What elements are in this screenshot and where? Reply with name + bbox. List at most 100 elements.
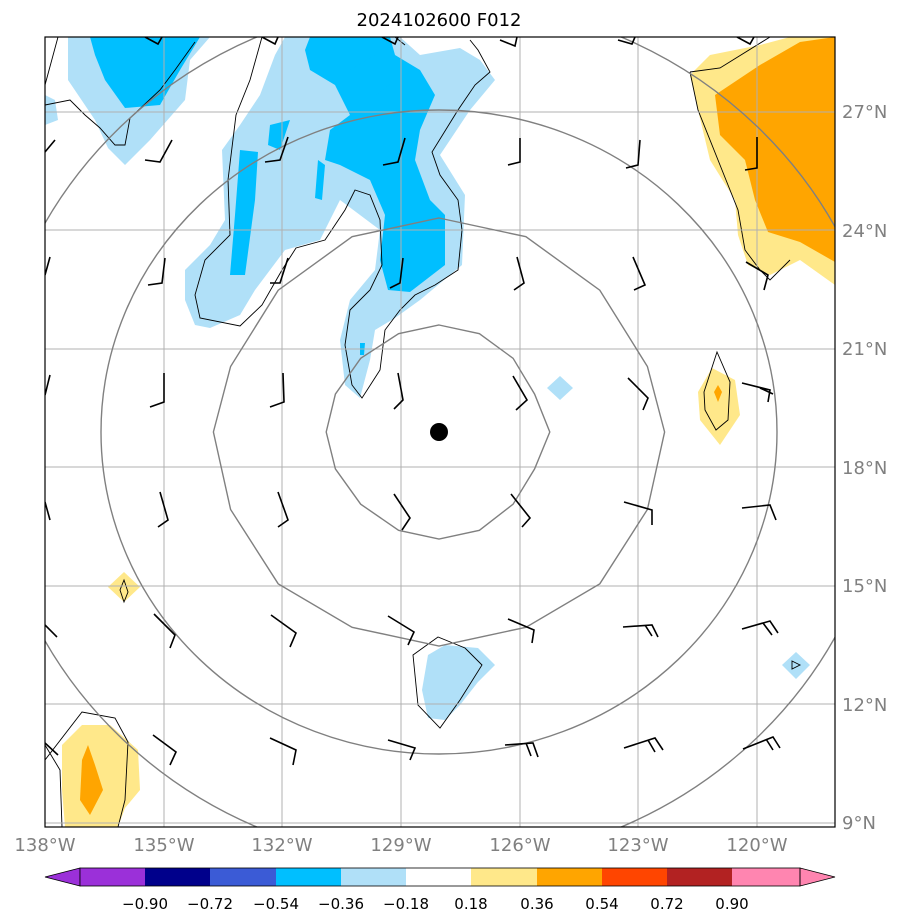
wind-barb [144, 139, 173, 163]
lat-label: 12°N [842, 695, 887, 716]
wind-barb [512, 375, 529, 411]
wind-barb [741, 504, 777, 521]
wind-barb [270, 614, 297, 648]
range-rings [45, 37, 835, 827]
wind-barb [387, 615, 416, 646]
colorbar-tick-label: −0.54 [253, 895, 299, 913]
positive-anomaly-light [108, 572, 140, 602]
wind-barb [147, 257, 166, 286]
wind-barb [269, 737, 297, 766]
range-ring-3 [100, 109, 778, 755]
range-ring-1 [325, 324, 551, 540]
wind-barb [741, 382, 774, 403]
wind-barb [393, 372, 404, 410]
wind-barb [622, 624, 659, 638]
wind-barb [623, 737, 664, 753]
colorbar-swatch [537, 868, 603, 886]
lon-label: 120°W [726, 835, 787, 856]
wind-barb [744, 137, 758, 171]
negative-anomaly-strong [350, 55, 395, 100]
colorbar-tick-label: −0.90 [122, 895, 168, 913]
wind-barb [741, 620, 779, 636]
lon-label: 129°W [370, 835, 431, 856]
wind-barb [627, 377, 649, 411]
colorbar-extend-low [44, 867, 81, 887]
lon-label: 126°W [489, 835, 550, 856]
wind-barb [625, 139, 641, 169]
wind-barb [149, 373, 165, 408]
wind-barb [507, 138, 521, 166]
colorbar-tick-label: −0.18 [383, 895, 429, 913]
negative-anomaly-strong [268, 120, 290, 150]
lon-axis-labels: 138°W 135°W 132°W 129°W 126°W 123°W 120°… [14, 835, 787, 856]
colorbar-tick-label: −0.72 [187, 895, 233, 913]
wind-barb [513, 256, 525, 291]
wind-barb [382, 137, 406, 166]
wind-barb [617, 37, 636, 45]
wind-barb [153, 613, 176, 649]
colorbar-swatch [341, 868, 407, 886]
lat-label: 21°N [842, 339, 887, 360]
positive-anomaly-strong [80, 745, 103, 815]
wind-barb [507, 618, 535, 644]
colorbar-swatch [80, 868, 146, 886]
wind-barb [144, 37, 163, 46]
lat-axis-labels: 9°N 12°N 15°N 18°N 21°N 24°N 27°N [842, 102, 887, 834]
colorbar [44, 867, 836, 887]
wind-barbs [45, 37, 781, 766]
positive-anomaly-strong [715, 37, 835, 262]
wind-barb [393, 493, 411, 531]
wind-barb [745, 261, 769, 291]
colorbar-swatch [145, 868, 211, 886]
wind-barb [45, 742, 59, 756]
wind-barb [736, 37, 755, 46]
negative-anomaly-strong [315, 160, 325, 200]
wind-barb [152, 734, 177, 766]
colorbar-swatch [210, 868, 276, 886]
range-ring-2 [212, 217, 666, 647]
colorbar-extend-high [799, 867, 836, 887]
wind-barb [264, 136, 289, 163]
wind-barb [157, 491, 169, 528]
colorbar-swatch [471, 868, 537, 886]
wind-barb [45, 139, 56, 153]
colorbar-labels: −0.90 −0.72 −0.54 −0.36 −0.18 0.18 0.36 … [122, 895, 749, 913]
lon-label: 123°W [607, 835, 668, 856]
wind-barb [510, 493, 532, 528]
wind-barb [504, 742, 539, 758]
wind-barb [45, 624, 58, 638]
negative-anomaly-light [422, 645, 495, 720]
plot-frame [44, 36, 836, 828]
lon-label: 138°W [14, 835, 75, 856]
storm-center-marker [430, 423, 448, 441]
shaded-field [45, 37, 835, 827]
wind-barb [269, 372, 285, 408]
wind-barb [389, 257, 404, 289]
colorbar-swatch [667, 868, 733, 886]
lon-label: 135°W [133, 835, 194, 856]
lat-label: 9°N [842, 813, 876, 834]
negative-anomaly-strong [230, 150, 258, 275]
negative-anomaly-light [782, 652, 810, 679]
lat-label: 24°N [842, 221, 887, 242]
colorbar-tick-label: 0.72 [650, 895, 683, 913]
wind-barb [499, 37, 518, 48]
wind-barb [45, 501, 51, 521]
colorbar-tick-label: −0.36 [318, 895, 364, 913]
wind-barb [381, 37, 399, 46]
wind-barb [270, 257, 289, 284]
wind-barb [45, 374, 51, 396]
colorbar-swatch [276, 868, 342, 886]
lon-label: 132°W [251, 835, 312, 856]
lat-label: 15°N [842, 576, 887, 597]
lat-label: 18°N [842, 458, 887, 479]
negative-anomaly-strong [90, 37, 200, 108]
colorbar-swatch [732, 868, 800, 886]
negative-anomaly-light [547, 376, 573, 400]
lat-label: 27°N [842, 102, 887, 123]
colorbar-tick-label: 0.54 [585, 895, 618, 913]
contour-lines [45, 37, 802, 827]
wind-barb [45, 256, 51, 276]
colorbar-tick-label: 0.90 [715, 895, 748, 913]
